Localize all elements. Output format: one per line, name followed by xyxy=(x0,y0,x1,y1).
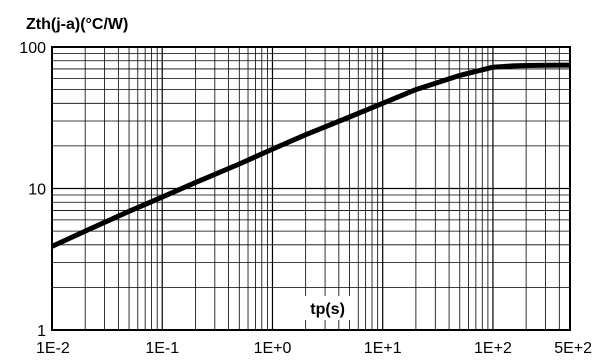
curve-layer xyxy=(50,62,571,249)
y-tick-label: 1 xyxy=(37,323,46,340)
zth-curve xyxy=(50,62,571,249)
plot-frame xyxy=(51,46,571,331)
x-axis-label: tp(s) xyxy=(310,301,345,318)
y-axis-label: Zth(j-a)(°C/W) xyxy=(26,16,128,33)
x-tick-label: 1E-2 xyxy=(36,340,70,357)
grid xyxy=(51,46,571,331)
x-tick-label: 1E+2 xyxy=(474,340,512,357)
x-axis-label-background xyxy=(298,296,357,320)
x-tick-label: 1E-1 xyxy=(145,340,179,357)
y-tick-label: 100 xyxy=(19,40,46,57)
x-tick-label: 5E+2 xyxy=(554,340,592,357)
x-tick-label: 1E+0 xyxy=(254,340,292,357)
y-tick-labels: 1 10 100 xyxy=(19,40,46,340)
x-tick-label: 1E+1 xyxy=(364,340,402,357)
y-tick-label: 10 xyxy=(28,182,46,199)
x-tick-labels: 1E-2 1E-1 1E+0 1E+1 1E+2 5E+2 xyxy=(36,340,592,357)
